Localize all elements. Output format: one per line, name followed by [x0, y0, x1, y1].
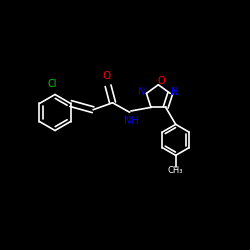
Text: N: N — [171, 88, 178, 98]
Text: O: O — [158, 76, 165, 86]
Text: N: N — [138, 88, 146, 98]
Text: NH: NH — [124, 116, 139, 126]
Text: O: O — [103, 71, 111, 81]
Text: CH₃: CH₃ — [168, 166, 184, 175]
Text: Cl: Cl — [47, 79, 57, 89]
